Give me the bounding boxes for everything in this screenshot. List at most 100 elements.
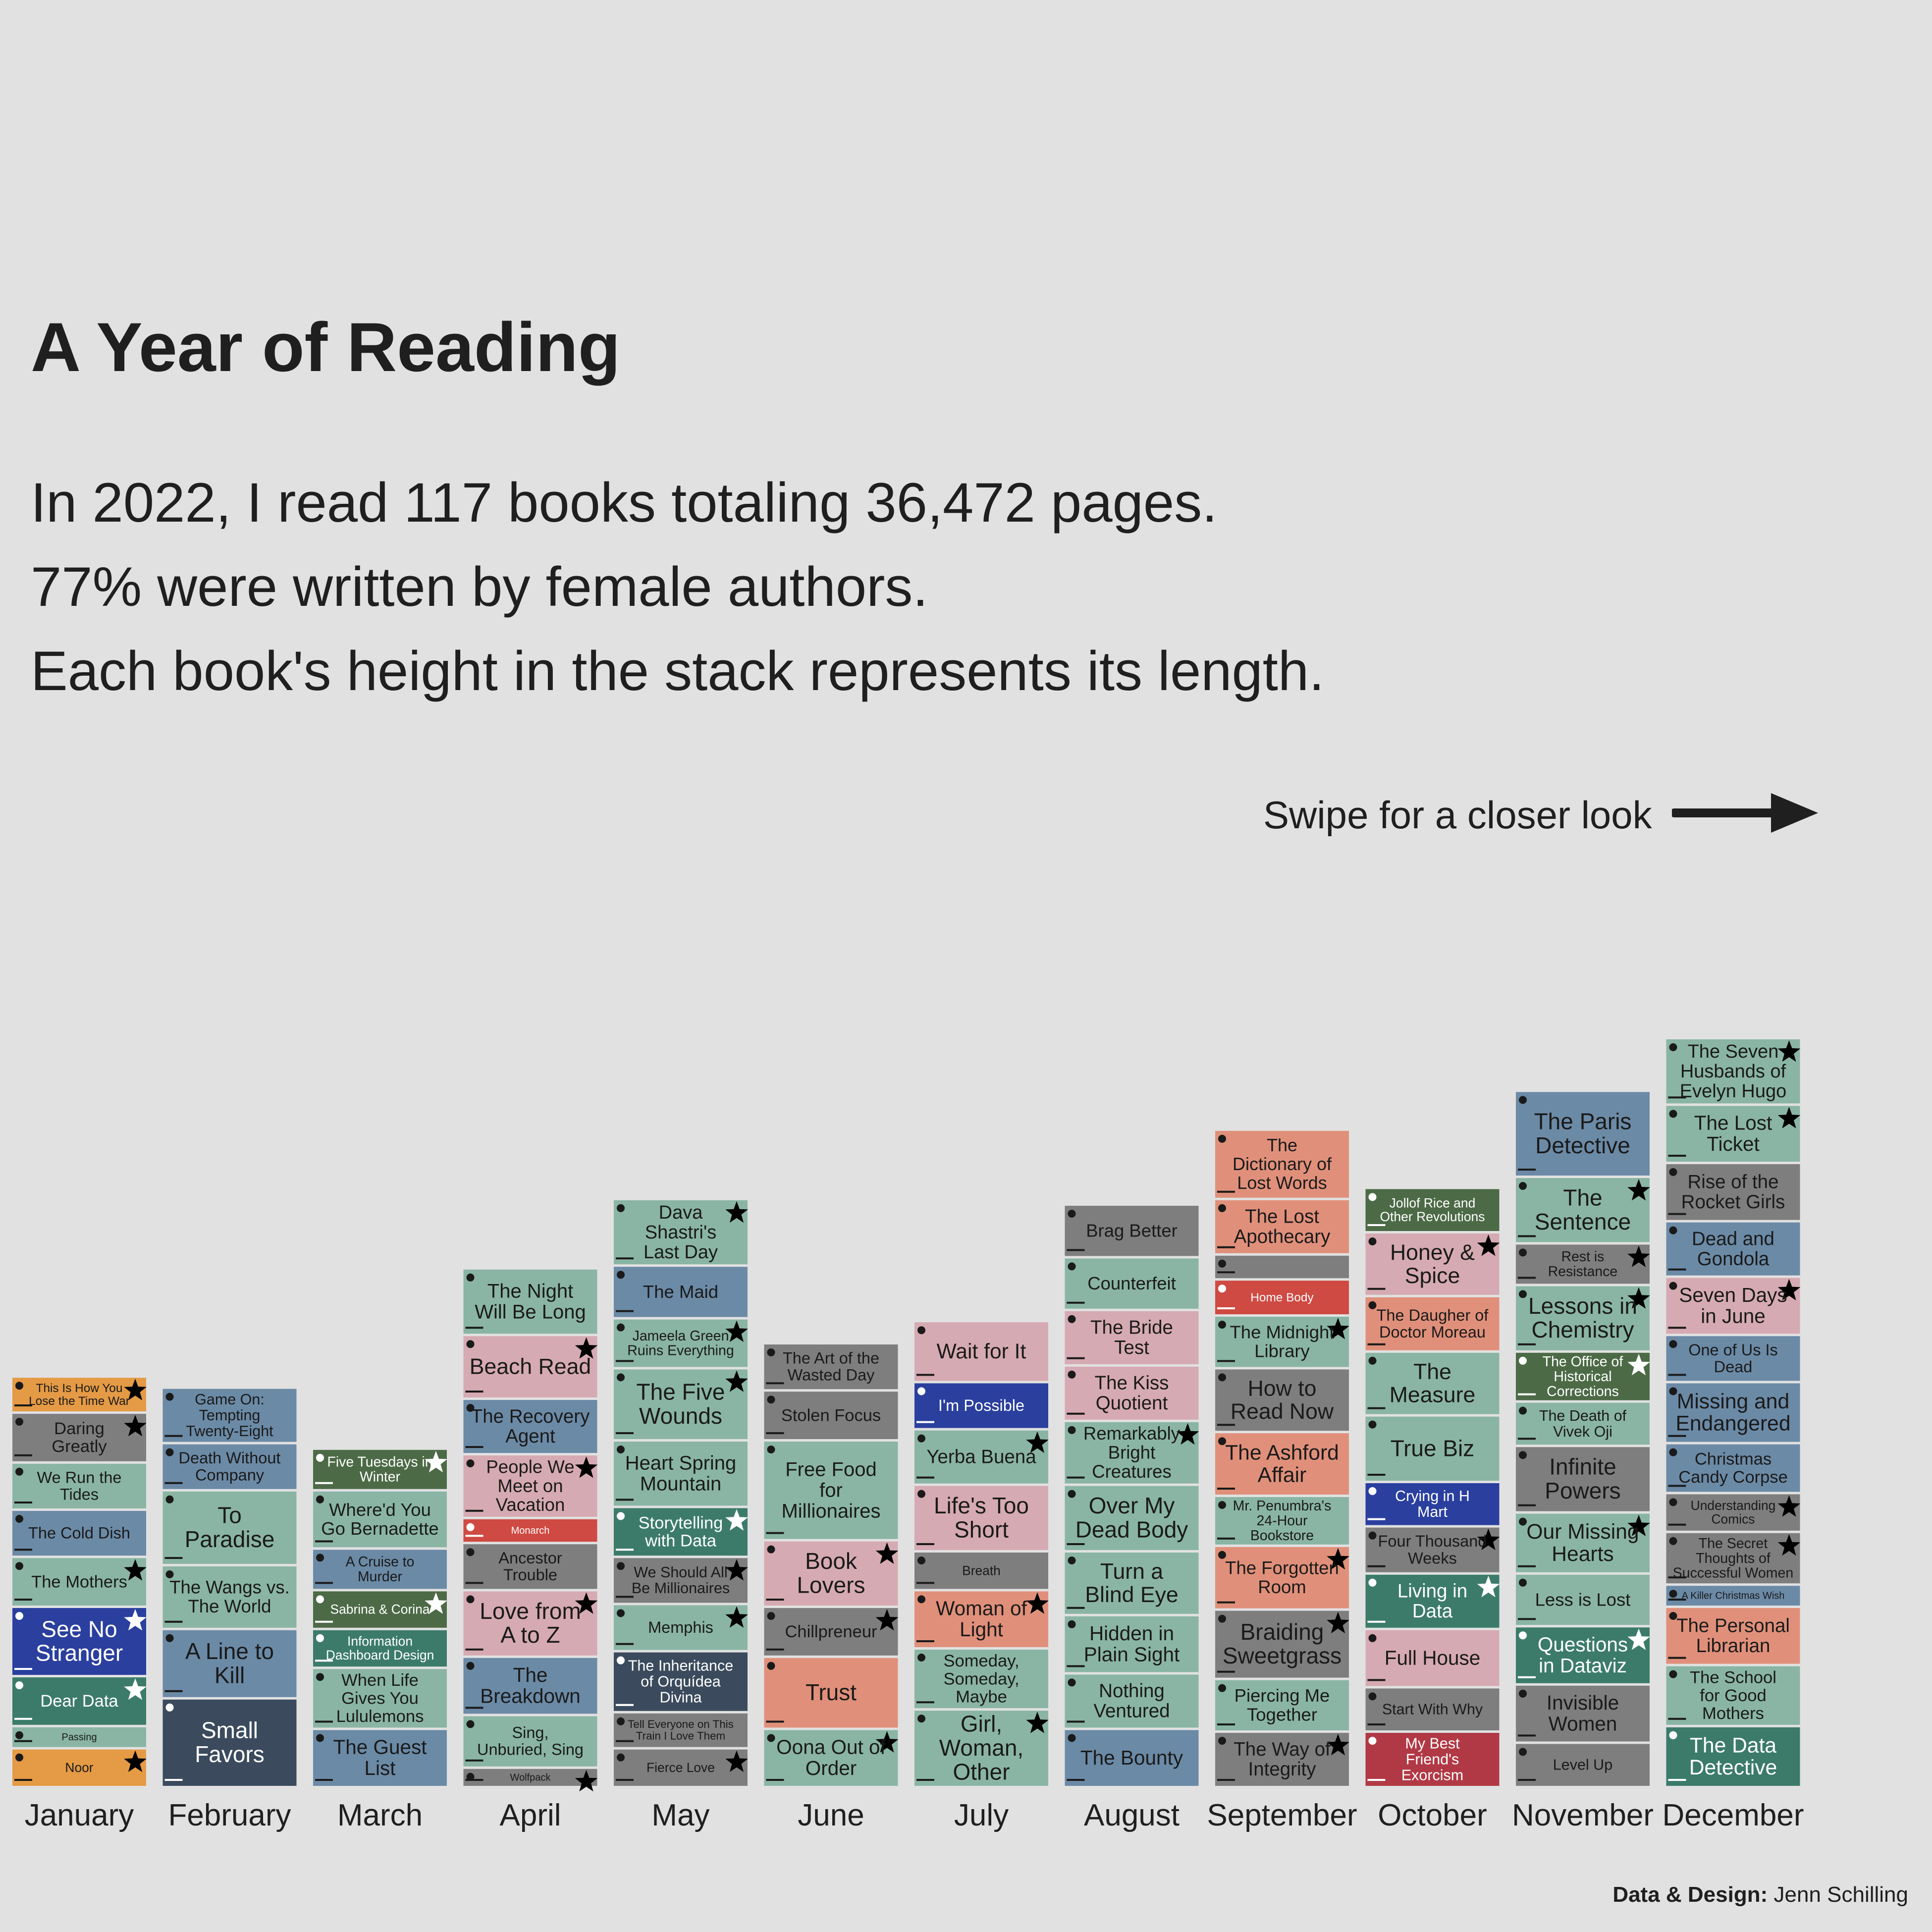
book[interactable]: Rest is Resistance [1516, 1244, 1650, 1284]
book-spine[interactable] [463, 1336, 597, 1397]
book[interactable]: Heart Spring Mountain [614, 1442, 748, 1506]
book-spine[interactable] [1516, 1513, 1650, 1572]
book-spine[interactable] [1065, 1366, 1199, 1420]
book-spine[interactable] [1516, 1447, 1650, 1511]
book[interactable]: One of Us Is Dead [1666, 1336, 1800, 1381]
book-spine[interactable] [313, 1630, 447, 1667]
book[interactable]: Life's Too Short [914, 1486, 1048, 1550]
book-spine[interactable] [1666, 1727, 1800, 1786]
book-spine[interactable] [614, 1267, 748, 1317]
book-spine[interactable] [1666, 1608, 1800, 1664]
book[interactable]: Yerba Buena [914, 1430, 1049, 1484]
book[interactable]: Passing [12, 1727, 146, 1747]
book-spine[interactable] [614, 1749, 748, 1786]
book-spine[interactable] [1215, 1680, 1349, 1730]
book-spine[interactable] [764, 1344, 898, 1390]
book-spine[interactable] [914, 1486, 1048, 1550]
book-spine[interactable] [614, 1713, 748, 1747]
book[interactable]: Honey & Spice [1365, 1234, 1500, 1295]
book[interactable]: The Bride Test [1065, 1311, 1199, 1364]
book-spine[interactable] [614, 1652, 748, 1711]
book-spine[interactable] [1065, 1486, 1199, 1550]
book-spine[interactable] [1065, 1553, 1199, 1614]
book[interactable]: Nothing Ventured [1065, 1674, 1199, 1728]
book[interactable]: People We Meet on Vacation [463, 1455, 598, 1517]
book-spine[interactable] [1065, 1206, 1199, 1256]
book[interactable]: Four Thousand Weeks [1365, 1527, 1500, 1572]
book[interactable]: Information Dashboard Design [313, 1630, 447, 1667]
book-spine[interactable] [1215, 1733, 1349, 1786]
book-spine[interactable] [1365, 1688, 1500, 1730]
book-spine[interactable] [162, 1630, 297, 1697]
book[interactable]: A Line to Kill [162, 1630, 297, 1697]
book[interactable]: The Measure [1365, 1352, 1500, 1414]
book-spine[interactable] [1516, 1244, 1650, 1284]
book-spine[interactable] [1065, 1730, 1199, 1786]
book-spine[interactable] [1215, 1547, 1349, 1609]
book[interactable]: Full House [1365, 1630, 1500, 1686]
book[interactable]: The Data Detective [1666, 1727, 1800, 1786]
right-arrow-icon[interactable] [1672, 791, 1821, 835]
book[interactable]: Fierce Love [614, 1749, 748, 1786]
book-spine[interactable] [463, 1400, 597, 1453]
book[interactable]: The Office of Historical Corrections [1516, 1352, 1650, 1400]
book[interactable]: Storytelling with Data [614, 1508, 748, 1556]
book-spine[interactable] [764, 1541, 898, 1606]
book-spine[interactable] [614, 1319, 748, 1367]
book[interactable]: The Inheritance of Orquídea Divina [614, 1652, 748, 1711]
book[interactable]: Five Tuesdays in Winter [313, 1449, 447, 1489]
book[interactable]: Chillpreneur [764, 1608, 899, 1656]
book-spine[interactable] [1666, 1106, 1800, 1162]
book[interactable]: Dear Data [12, 1677, 147, 1725]
book-spine[interactable] [1215, 1317, 1349, 1367]
book[interactable]: Invisible Women [1516, 1685, 1650, 1742]
book[interactable]: Crying in H Mart [1365, 1483, 1500, 1525]
book-spine[interactable] [1666, 1039, 1800, 1104]
book[interactable]: Piercing Me Together [1215, 1680, 1349, 1730]
book[interactable]: The Midnight Library [1215, 1317, 1349, 1367]
book[interactable]: Stolen Focus [764, 1392, 898, 1439]
book[interactable]: Wait for It [914, 1322, 1048, 1381]
book[interactable]: The Recovery Agent [463, 1400, 597, 1453]
book-spine[interactable] [614, 1508, 748, 1556]
book-spine[interactable] [12, 1414, 146, 1461]
book[interactable]: The Lost Apothecary [1215, 1200, 1349, 1253]
book[interactable]: Rise of the Rocket Girls [1666, 1164, 1800, 1220]
book-spine[interactable] [914, 1711, 1048, 1786]
book[interactable]: See No Stranger [12, 1608, 147, 1675]
book[interactable]: The Death of Vivek Oji [1516, 1402, 1650, 1445]
book[interactable]: Level Up [1516, 1744, 1650, 1786]
book-spine[interactable] [12, 1749, 146, 1786]
book[interactable]: How to Read Now [1215, 1369, 1349, 1431]
book[interactable]: The Kiss Quotient [1065, 1366, 1199, 1420]
book-spine[interactable] [12, 1727, 146, 1747]
book[interactable]: Memphis [614, 1605, 748, 1650]
book-spine[interactable] [162, 1491, 297, 1564]
book-spine[interactable] [1666, 1666, 1800, 1725]
book-spine[interactable] [1215, 1200, 1349, 1253]
book-spine[interactable] [463, 1716, 597, 1767]
book-spine[interactable] [614, 1200, 748, 1265]
book-spine[interactable] [162, 1444, 297, 1489]
book-spine[interactable] [1516, 1574, 1650, 1625]
book-spine[interactable] [1215, 1433, 1349, 1495]
book-spine[interactable] [764, 1392, 898, 1439]
book-spine[interactable] [1215, 1610, 1349, 1678]
book-spine[interactable] [12, 1463, 146, 1508]
book[interactable]: Death Without Company [162, 1444, 297, 1489]
book[interactable]: We Run the Tides [12, 1463, 146, 1508]
book[interactable]: Oona Out of Order [764, 1730, 899, 1786]
book[interactable]: Dava Shastri's Last Day [614, 1200, 748, 1265]
book[interactable]: The Bounty [1065, 1730, 1199, 1786]
book-spine[interactable] [1215, 1255, 1349, 1279]
book[interactable]: Infinite Powers [1516, 1447, 1650, 1511]
book[interactable]: Understanding Comics [1666, 1494, 1801, 1531]
book-spine[interactable] [1516, 1286, 1650, 1350]
book-spine[interactable] [463, 1769, 597, 1786]
book-spine[interactable] [1516, 1627, 1650, 1683]
book-spine[interactable] [313, 1449, 447, 1489]
book-spine[interactable] [1215, 1497, 1349, 1545]
book-spine[interactable] [1516, 1352, 1650, 1400]
book-spine[interactable] [463, 1544, 597, 1589]
book[interactable]: Noor [12, 1749, 147, 1786]
